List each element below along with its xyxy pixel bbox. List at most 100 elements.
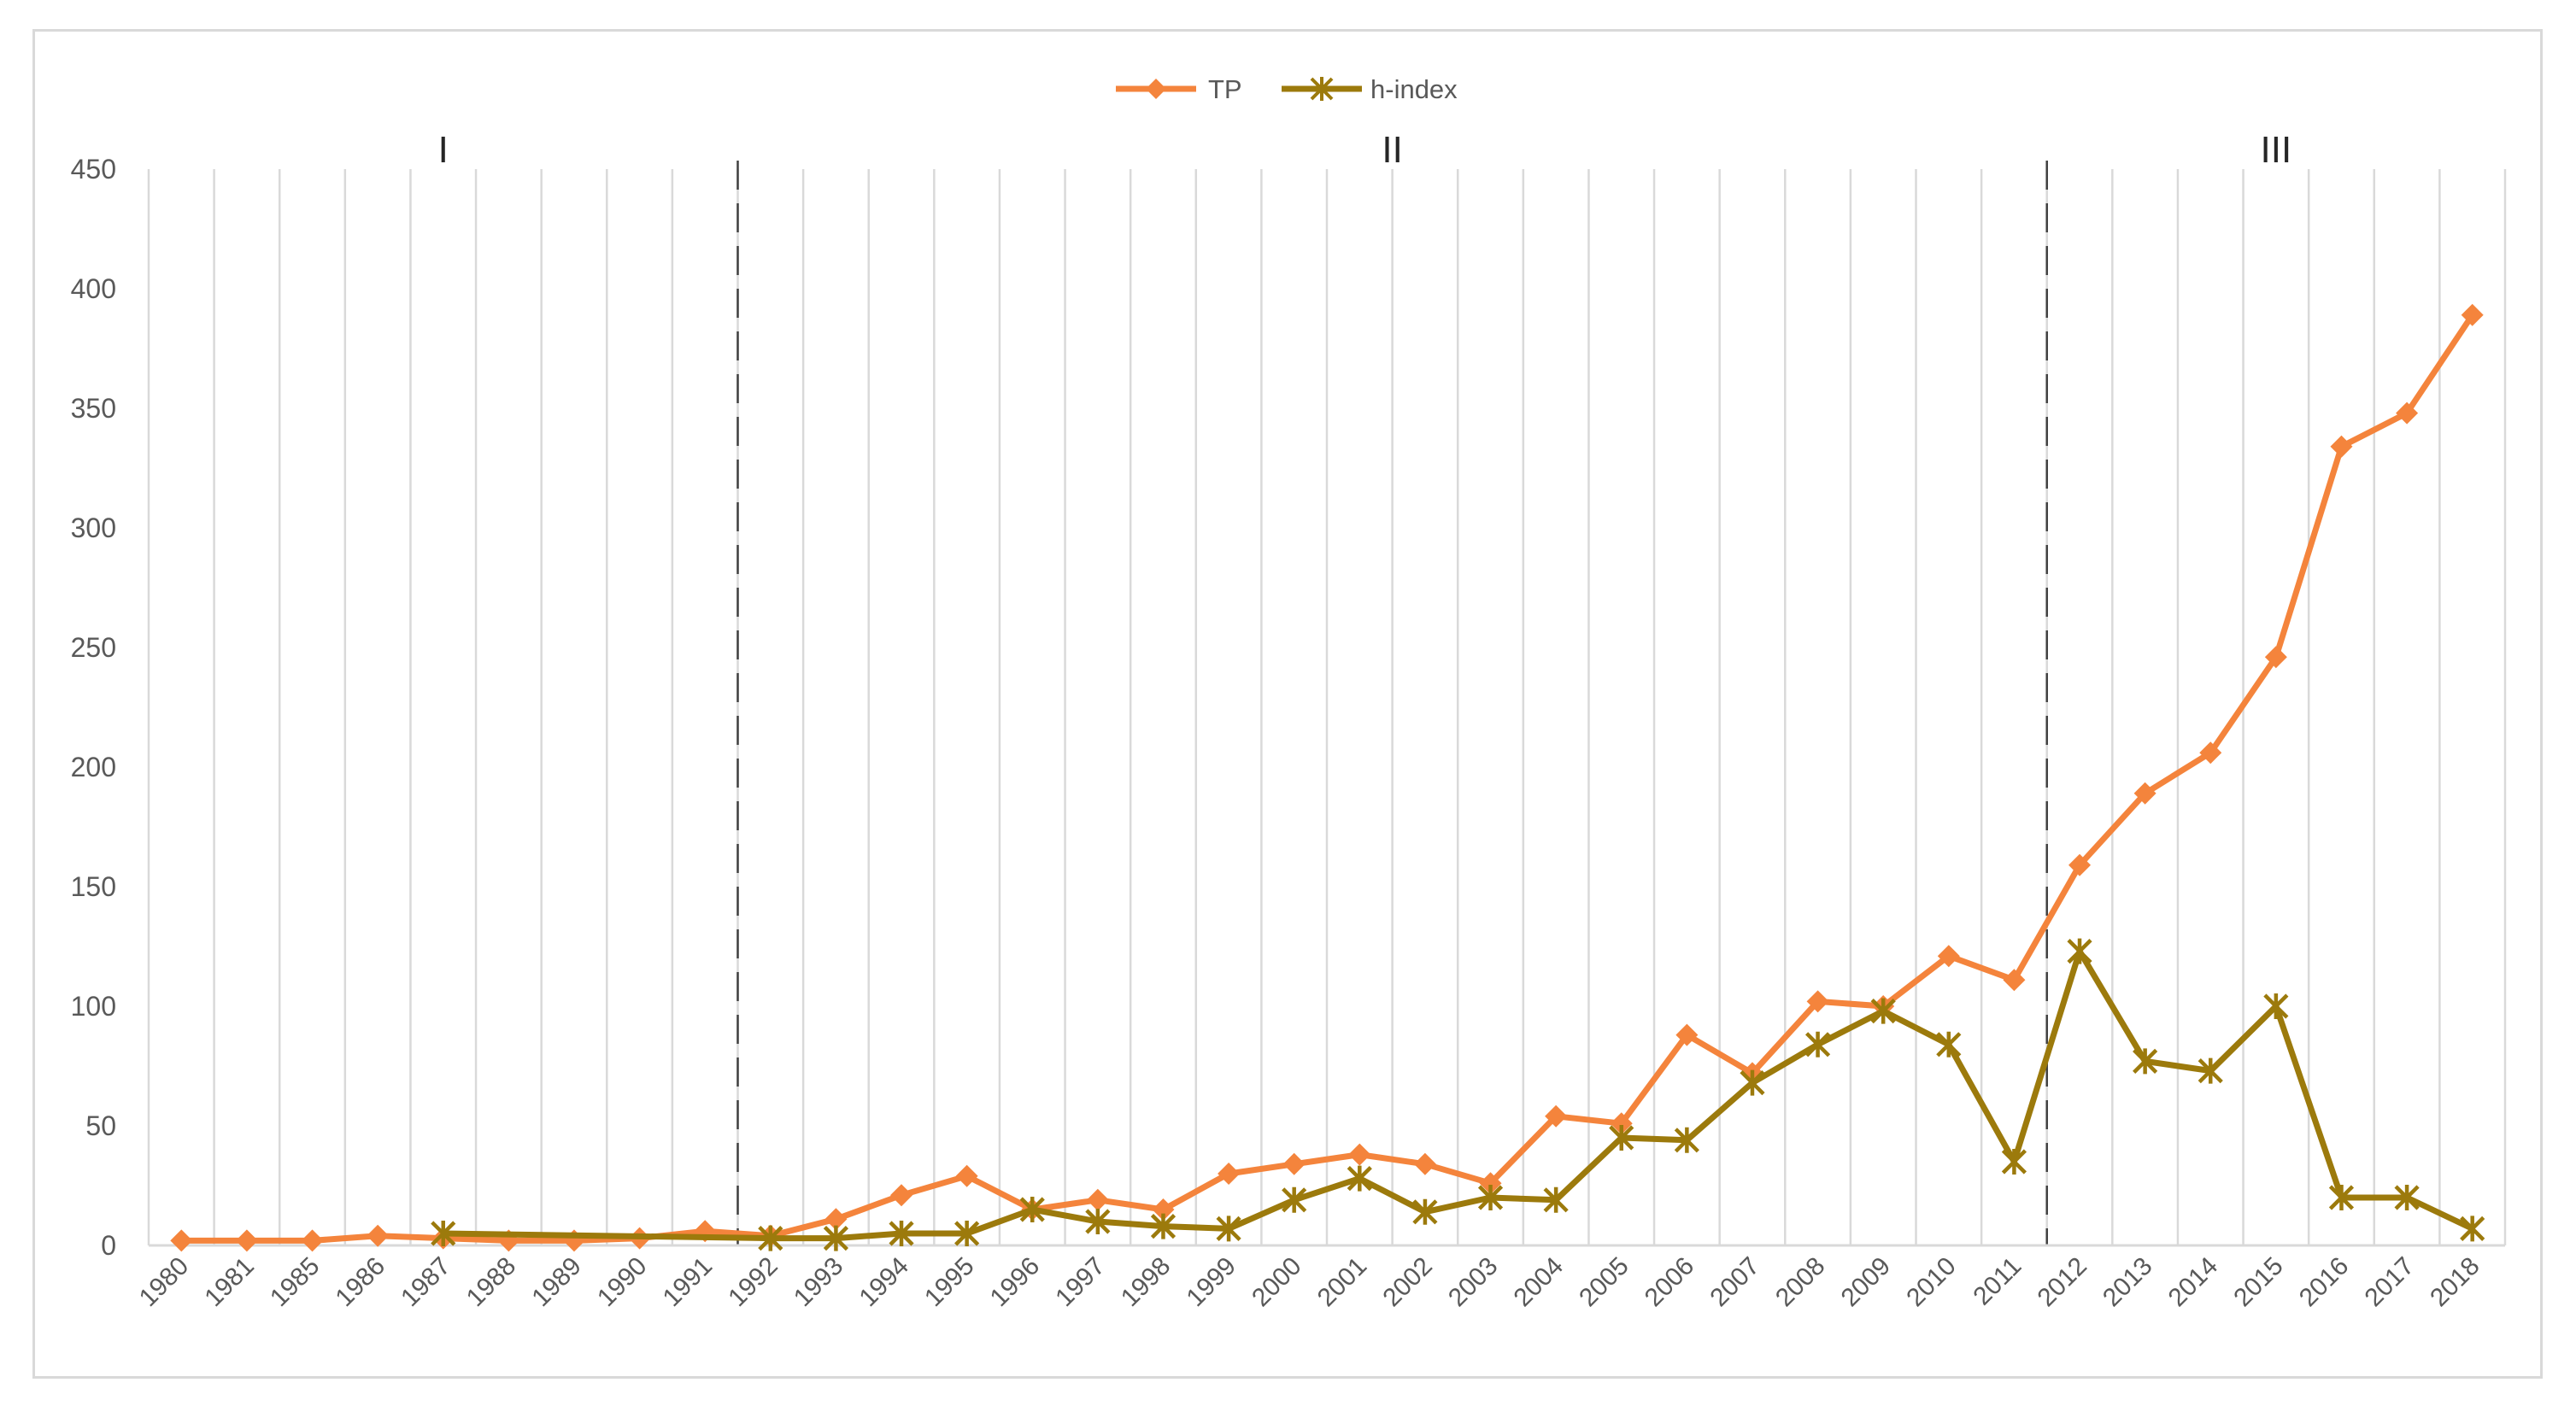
tp-point [824, 1208, 848, 1231]
legend: TP h-index [1116, 74, 1458, 104]
h-index-point [2263, 993, 2289, 1019]
x-tick-label: 2011 [1968, 1252, 2027, 1311]
x-tick-label: 1989 [526, 1252, 587, 1313]
tp-point [1152, 1198, 1175, 1221]
x-tick-label: 1992 [723, 1252, 783, 1313]
tp-point [2264, 646, 2287, 669]
h-index-point [889, 1221, 914, 1246]
x-tick-label: 1987 [396, 1252, 456, 1313]
y-tick-label: 300 [71, 513, 116, 543]
h-index-point [823, 1225, 849, 1251]
y-tick-label: 0 [101, 1230, 116, 1261]
x-tick-label: 2009 [1836, 1252, 1897, 1313]
x-tick-label: 2000 [1247, 1252, 1307, 1313]
x-tick-label: 2005 [1574, 1252, 1634, 1313]
grid-layer [147, 169, 2507, 1245]
x-tick-label: 1994 [854, 1252, 914, 1313]
x-tick-label: 1981 [199, 1252, 260, 1313]
tp-point [2330, 435, 2353, 458]
h-index-point [2001, 1149, 2027, 1175]
tp-point [2199, 741, 2222, 765]
series-line-h-index [443, 948, 2474, 1242]
x-tick-label: 2012 [2032, 1252, 2092, 1313]
x-tick-label: 2010 [1901, 1252, 1962, 1313]
tp-point [2003, 969, 2026, 992]
h-index-point [1216, 1216, 1241, 1242]
tp-point [2461, 303, 2484, 326]
x-tick-label: 2013 [2098, 1252, 2158, 1313]
h-index-point [2133, 1048, 2158, 1075]
tp-point [2068, 853, 2092, 876]
x-tick-label: 2003 [1443, 1252, 1504, 1313]
tp-point [890, 1184, 913, 1207]
h-index-point [431, 1221, 456, 1246]
y-tick-label: 400 [71, 273, 116, 304]
h-index-point [2394, 1185, 2420, 1210]
x-tick-label: 1990 [592, 1252, 653, 1313]
h-index-point [1804, 1031, 1831, 1057]
h-index-point [954, 1221, 980, 1246]
h-index-point [1740, 1069, 1765, 1096]
tp-point [1282, 1152, 1306, 1175]
x-tick-label: 2008 [1770, 1252, 1831, 1313]
h-index-point [1085, 1209, 1111, 1234]
tp-point [1675, 1023, 1699, 1046]
phase-labels: I II III [438, 129, 2292, 171]
tp-point [1218, 1163, 1241, 1185]
h-index-point [2067, 938, 2092, 964]
x-tick-label: 2002 [1377, 1252, 1438, 1313]
phase-label: I [438, 129, 449, 171]
h-index-point [1412, 1198, 1438, 1225]
x-tick-label: 2001 [1312, 1252, 1373, 1313]
h-index-point [1150, 1213, 1177, 1239]
h-index-point [1936, 1031, 1962, 1057]
x-tick-label: 2015 [2228, 1252, 2289, 1313]
tp-point [955, 1164, 978, 1187]
x-tick-label: 1988 [461, 1252, 522, 1313]
legend-marker-h-index [1310, 77, 1334, 101]
legend-marker-tp [1146, 79, 1166, 99]
tp-point [1348, 1143, 1371, 1166]
h-index-point [1870, 998, 1896, 1024]
y-tick-label: 50 [85, 1110, 116, 1141]
legend-label-tp: TP [1208, 74, 1242, 104]
y-tick-label: 250 [71, 632, 116, 663]
y-tick-label: 150 [71, 871, 116, 902]
h-index-point [2460, 1216, 2485, 1242]
x-tick-label: 2004 [1509, 1252, 1570, 1313]
tp-point [1413, 1152, 1436, 1175]
series-layer [170, 303, 2485, 1252]
h-index-point [1019, 1197, 1045, 1222]
x-tick-label: 1999 [1181, 1252, 1241, 1313]
x-tick-label: 1995 [919, 1252, 980, 1313]
x-tick-label: 1980 [134, 1252, 195, 1313]
y-tick-label: 100 [71, 991, 116, 1022]
tp-point [301, 1229, 324, 1252]
tp-point [2133, 782, 2156, 805]
x-tick-label: 1997 [1050, 1252, 1111, 1313]
x-tick-label: 2017 [2359, 1252, 2420, 1313]
tp-point [1086, 1188, 1109, 1211]
h-index-point [2328, 1185, 2355, 1210]
x-tick-label: 2006 [1640, 1252, 1700, 1313]
tp-point [367, 1224, 390, 1247]
tp-point [1479, 1172, 1502, 1195]
h-index-point [1347, 1165, 1372, 1192]
h-index-point [2198, 1057, 2223, 1084]
legend-label-h-index: h-index [1370, 74, 1458, 104]
x-tick-label: 1996 [985, 1252, 1046, 1313]
tp-point [2396, 401, 2419, 425]
tp-point [170, 1229, 193, 1252]
x-tick-label: 2014 [2163, 1252, 2224, 1313]
x-tick-label: 1998 [1116, 1252, 1177, 1313]
y-tick-label: 450 [71, 154, 116, 185]
h-index-point [1674, 1127, 1699, 1153]
x-tick-label: 1993 [789, 1252, 849, 1313]
tp-point [1937, 945, 1960, 968]
x-tick-label: 2007 [1705, 1252, 1765, 1313]
phase-label: III [2261, 129, 2292, 171]
x-tick-label: 2018 [2425, 1252, 2485, 1313]
h-index-point [1543, 1186, 1569, 1213]
h-index-point [758, 1225, 783, 1251]
